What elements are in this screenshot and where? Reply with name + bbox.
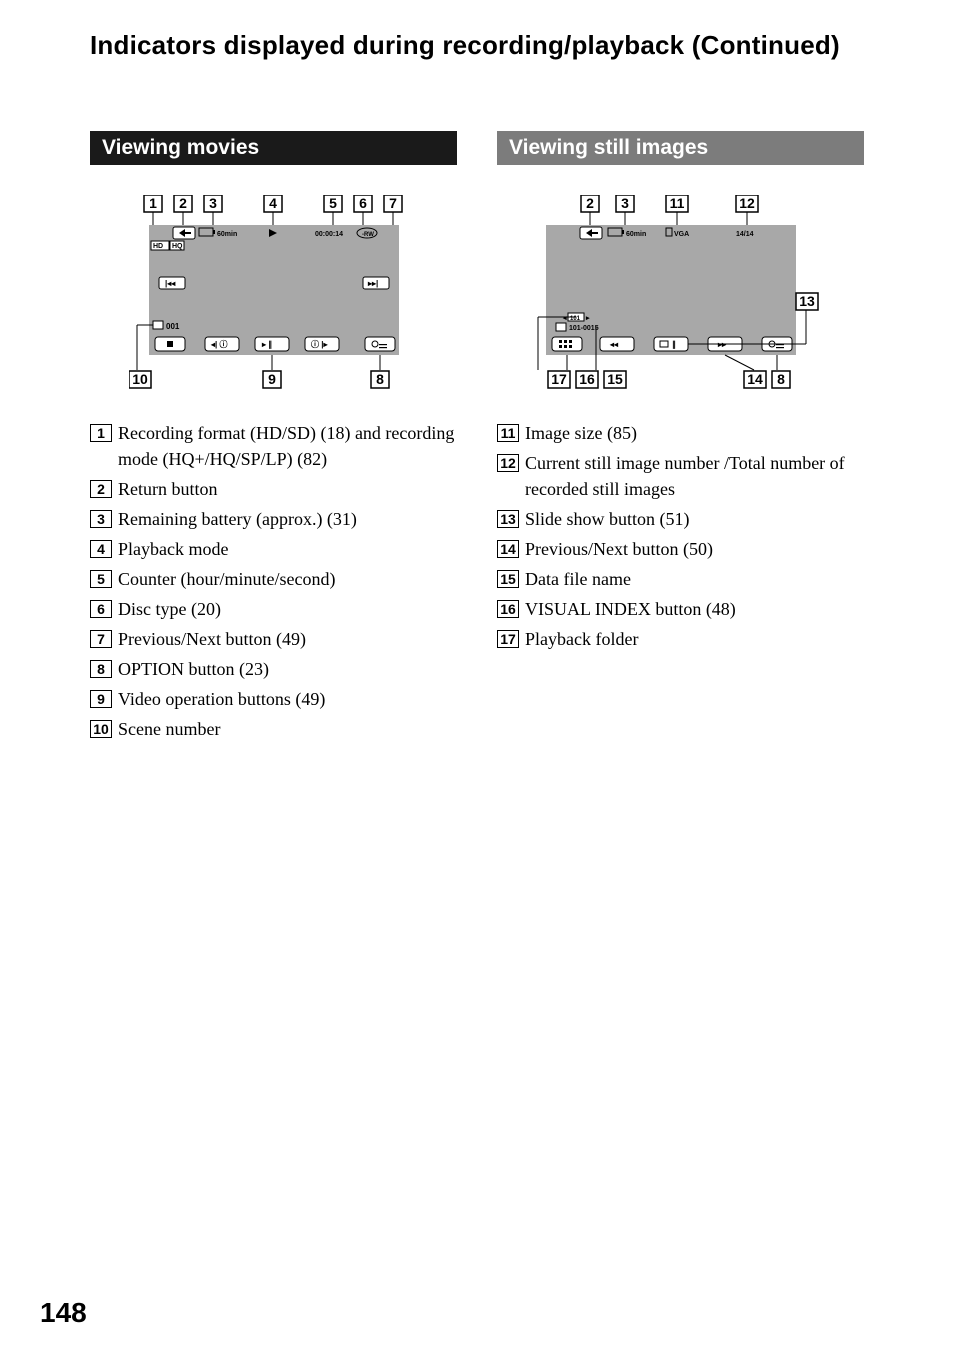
- svg-text:◂| ⓘ: ◂| ⓘ: [210, 339, 227, 349]
- callout-2: 2: [179, 195, 187, 211]
- num-4: 4: [90, 540, 112, 558]
- callout-10: 10: [132, 371, 148, 387]
- stills-diagram: 2 3 11 12: [497, 195, 864, 395]
- svg-text:▸: ▸: [585, 315, 590, 322]
- svg-text:15: 15: [607, 371, 623, 387]
- svg-text:▸ ∥: ▸ ∥: [261, 340, 272, 349]
- list-item: 11Image size (85): [497, 420, 864, 446]
- svg-text:12: 12: [739, 195, 755, 211]
- svg-text:17: 17: [551, 371, 567, 387]
- svg-text:13: 13: [799, 293, 815, 309]
- manual-page: Indicators displayed during recording/pl…: [0, 0, 954, 1357]
- svg-text:3: 3: [621, 195, 629, 211]
- list-item: 8OPTION button (23): [90, 656, 457, 682]
- svg-text:▸▸|: ▸▸|: [367, 279, 378, 288]
- callout-4: 4: [269, 195, 277, 211]
- num-8: 8: [90, 660, 112, 678]
- list-item: 14Previous/Next button (50): [497, 536, 864, 562]
- num-5: 5: [90, 570, 112, 588]
- list-item: 10Scene number: [90, 716, 457, 742]
- movies-list: 1Recording format (HD/SD) (18) and recor…: [90, 420, 457, 742]
- list-item: 16VISUAL INDEX button (48): [497, 596, 864, 622]
- list-item: 9Video operation buttons (49): [90, 686, 457, 712]
- list-item: 12Current still image number /Total numb…: [497, 450, 864, 502]
- svg-text:VGA: VGA: [674, 231, 689, 238]
- num-14: 14: [497, 540, 519, 558]
- svg-text:16: 16: [579, 371, 595, 387]
- svg-text:◂: ◂: [562, 315, 567, 322]
- svg-text:14: 14: [747, 371, 763, 387]
- list-item: 2Return button: [90, 476, 457, 502]
- list-item: 17Playback folder: [497, 626, 864, 652]
- svg-text:00:00:14: 00:00:14: [315, 231, 343, 238]
- list-item: 4Playback mode: [90, 536, 457, 562]
- callout-5: 5: [329, 195, 337, 211]
- stills-list: 11Image size (85) 12Current still image …: [497, 420, 864, 652]
- num-1: 1: [90, 424, 112, 442]
- num-13: 13: [497, 510, 519, 528]
- left-column: Viewing movies 1 2 3 4 5 6 7: [90, 131, 457, 746]
- right-column: Viewing still images 2 3 11 12: [497, 131, 864, 746]
- list-item: 1Recording format (HD/SD) (18) and recor…: [90, 420, 457, 472]
- list-item: 13Slide show button (51): [497, 506, 864, 532]
- svg-text:∥: ∥: [672, 340, 676, 349]
- svg-text:14/14: 14/14: [736, 231, 754, 238]
- callout-9: 9: [268, 371, 276, 387]
- callout-7: 7: [389, 195, 397, 211]
- list-item: 6Disc type (20): [90, 596, 457, 622]
- svg-text:|◂◂: |◂◂: [165, 279, 176, 288]
- num-12: 12: [497, 454, 519, 472]
- svg-text:HQ: HQ: [172, 243, 183, 250]
- callout-3: 3: [209, 195, 217, 211]
- svg-text:60min: 60min: [626, 231, 646, 238]
- svg-text:001: 001: [166, 322, 180, 331]
- num-9: 9: [90, 690, 112, 708]
- movies-diagram: 1 2 3 4 5 6 7: [90, 195, 457, 395]
- page-title: Indicators displayed during recording/pl…: [90, 30, 864, 61]
- svg-text:-RW: -RW: [362, 232, 374, 238]
- num-6: 6: [90, 600, 112, 618]
- num-7: 7: [90, 630, 112, 648]
- callout-1: 1: [149, 195, 157, 211]
- num-2: 2: [90, 480, 112, 498]
- svg-text:ⓘ |▸: ⓘ |▸: [311, 339, 328, 349]
- svg-text:60min: 60min: [217, 231, 237, 238]
- list-item: 7Previous/Next button (49): [90, 626, 457, 652]
- list-item: 5Counter (hour/minute/second): [90, 566, 457, 592]
- num-10: 10: [90, 720, 112, 738]
- list-item: 3Remaining battery (approx.) (31): [90, 506, 457, 532]
- section-header-stills: Viewing still images: [497, 131, 864, 165]
- svg-text:HD: HD: [153, 243, 163, 250]
- num-17: 17: [497, 630, 519, 648]
- page-number: 148: [40, 1297, 87, 1329]
- num-16: 16: [497, 600, 519, 618]
- svg-text:101-0015: 101-0015: [569, 325, 599, 332]
- svg-text:◂◂: ◂◂: [609, 340, 619, 349]
- list-item: 15Data file name: [497, 566, 864, 592]
- svg-text:8: 8: [777, 371, 785, 387]
- num-15: 15: [497, 570, 519, 588]
- num-3: 3: [90, 510, 112, 528]
- num-11: 11: [497, 424, 519, 442]
- svg-text:11: 11: [669, 195, 684, 211]
- callout-8: 8: [376, 371, 384, 387]
- svg-text:2: 2: [586, 195, 594, 211]
- two-columns: Viewing movies 1 2 3 4 5 6 7: [90, 131, 864, 746]
- callout-6: 6: [359, 195, 367, 211]
- section-header-movies: Viewing movies: [90, 131, 457, 165]
